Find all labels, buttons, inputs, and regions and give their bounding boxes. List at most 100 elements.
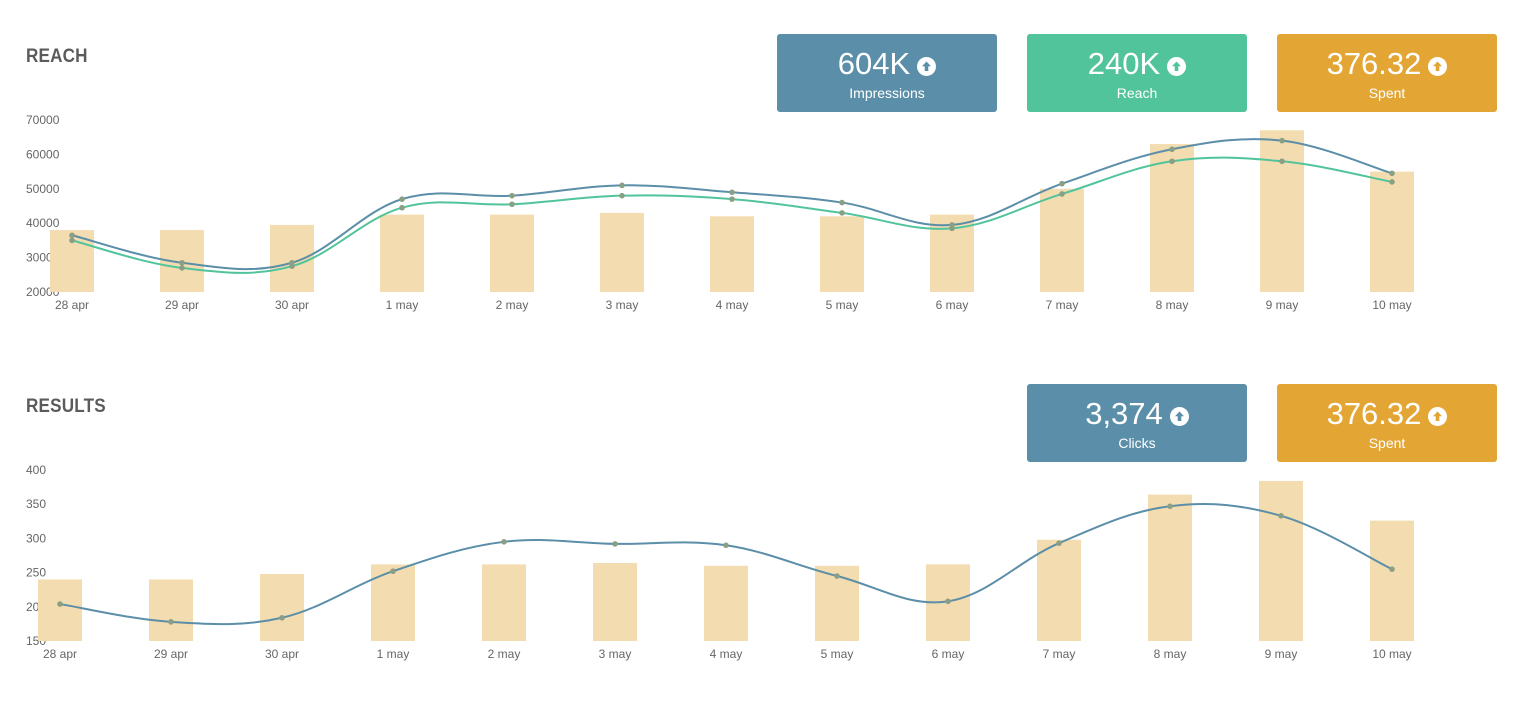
x-tick-label: 29 apr (165, 298, 199, 312)
series-point (509, 192, 515, 199)
bar (38, 579, 82, 641)
y-tick-label: 70000 (26, 113, 60, 127)
x-tick-label: 30 apr (265, 647, 299, 661)
x-tick-label: 5 may (821, 647, 854, 661)
y-tick-label: 250 (26, 566, 46, 580)
series-point (509, 201, 515, 208)
y-tick-label: 350 (26, 497, 46, 511)
series-point (619, 182, 625, 189)
bar (1040, 188, 1084, 292)
series-point (1389, 179, 1395, 185)
clicks-label: Clicks (1118, 435, 1156, 451)
bar (260, 573, 304, 641)
x-tick-label: 6 may (932, 647, 965, 661)
x-tick-label: 8 may (1156, 298, 1189, 312)
bar (380, 214, 424, 292)
arrow-up-circle-icon (1169, 406, 1189, 426)
x-tick-label: 1 may (386, 298, 419, 312)
bar (270, 224, 314, 292)
x-tick-label: 2 may (496, 298, 529, 312)
bar (1370, 171, 1414, 292)
series-point (834, 573, 840, 579)
impressions-value: 604K (837, 46, 911, 81)
series-point (1169, 146, 1175, 153)
x-tick-label: 4 may (716, 298, 749, 312)
x-tick-label: 28 apr (55, 298, 89, 312)
series-point (723, 542, 729, 549)
bar (1370, 520, 1414, 641)
series-point (729, 196, 735, 202)
series-point (1279, 137, 1285, 144)
x-tick-label: 29 apr (154, 647, 188, 661)
reach-card[interactable]: 240K Reach (1027, 34, 1247, 112)
series-point (501, 539, 507, 545)
series-point (949, 225, 955, 232)
series-point (619, 192, 625, 199)
series-point (729, 189, 735, 196)
series-point (1167, 503, 1173, 510)
series-point (1279, 158, 1285, 165)
spent-value: 376.32 (1326, 46, 1422, 81)
y-tick-label: 60000 (26, 147, 60, 161)
results-title: RESULTS (26, 396, 106, 417)
series-point (1169, 158, 1175, 165)
arrow-up-circle-icon (917, 56, 937, 76)
x-tick-label: 2 may (488, 647, 521, 661)
x-tick-label: 3 may (599, 647, 632, 661)
y-tick-label: 400 (26, 463, 46, 477)
reach-value: 240K (1087, 46, 1161, 81)
series-point (1056, 540, 1062, 546)
bar (1037, 539, 1081, 641)
series-point (945, 598, 951, 605)
series-point (1389, 566, 1395, 572)
x-tick-label: 9 may (1266, 298, 1299, 312)
bar (1259, 480, 1303, 641)
x-tick-label: 4 may (710, 647, 743, 661)
reach-section: REACH 604K Impressions 240K Reach 376.32… (0, 0, 1518, 340)
x-tick-label: 7 may (1046, 298, 1079, 312)
bar (1148, 494, 1192, 641)
series-point (839, 210, 845, 216)
x-tick-label: 30 apr (275, 298, 309, 312)
bar (593, 563, 637, 641)
x-tick-label: 9 may (1265, 647, 1298, 661)
series-point (289, 263, 295, 269)
reach-title: REACH (26, 46, 88, 67)
bar (1150, 144, 1194, 292)
arrow-up-circle-icon (1167, 56, 1187, 76)
x-tick-label: 1 may (377, 647, 410, 661)
clicks-card[interactable]: 3,374 Clicks (1027, 384, 1247, 462)
results-spent-card[interactable]: 376.32 Spent (1277, 384, 1497, 462)
series-point (1059, 180, 1065, 187)
x-tick-label: 8 may (1154, 647, 1187, 661)
x-tick-label: 28 apr (43, 647, 77, 661)
results-spent-label: Spent (1368, 435, 1406, 451)
bar (710, 216, 754, 292)
series-point (179, 259, 185, 266)
x-tick-label: 3 may (606, 298, 639, 312)
spent-label: Spent (1368, 85, 1406, 101)
arrow-up-circle-icon (1428, 56, 1448, 76)
arrow-up-circle-icon (1428, 406, 1448, 426)
bar (371, 564, 415, 641)
clicks-value: 3,374 (1085, 396, 1163, 431)
series-point (1059, 191, 1065, 197)
series-point (1389, 170, 1395, 177)
impressions-card[interactable]: 604K Impressions (777, 34, 997, 112)
x-tick-label: 6 may (936, 298, 969, 312)
bar (149, 579, 193, 641)
series-point (839, 199, 845, 206)
spent-card[interactable]: 376.32 Spent (1277, 34, 1497, 112)
y-tick-label: 50000 (26, 182, 60, 196)
y-tick-label: 40000 (26, 216, 60, 230)
x-tick-label: 7 may (1043, 647, 1076, 661)
x-tick-label: 10 may (1372, 298, 1411, 312)
series-point (179, 265, 185, 271)
series-point (399, 196, 405, 202)
bar (704, 565, 748, 641)
series-point (399, 204, 405, 211)
bar (820, 216, 864, 292)
results-spent-value: 376.32 (1326, 396, 1422, 431)
